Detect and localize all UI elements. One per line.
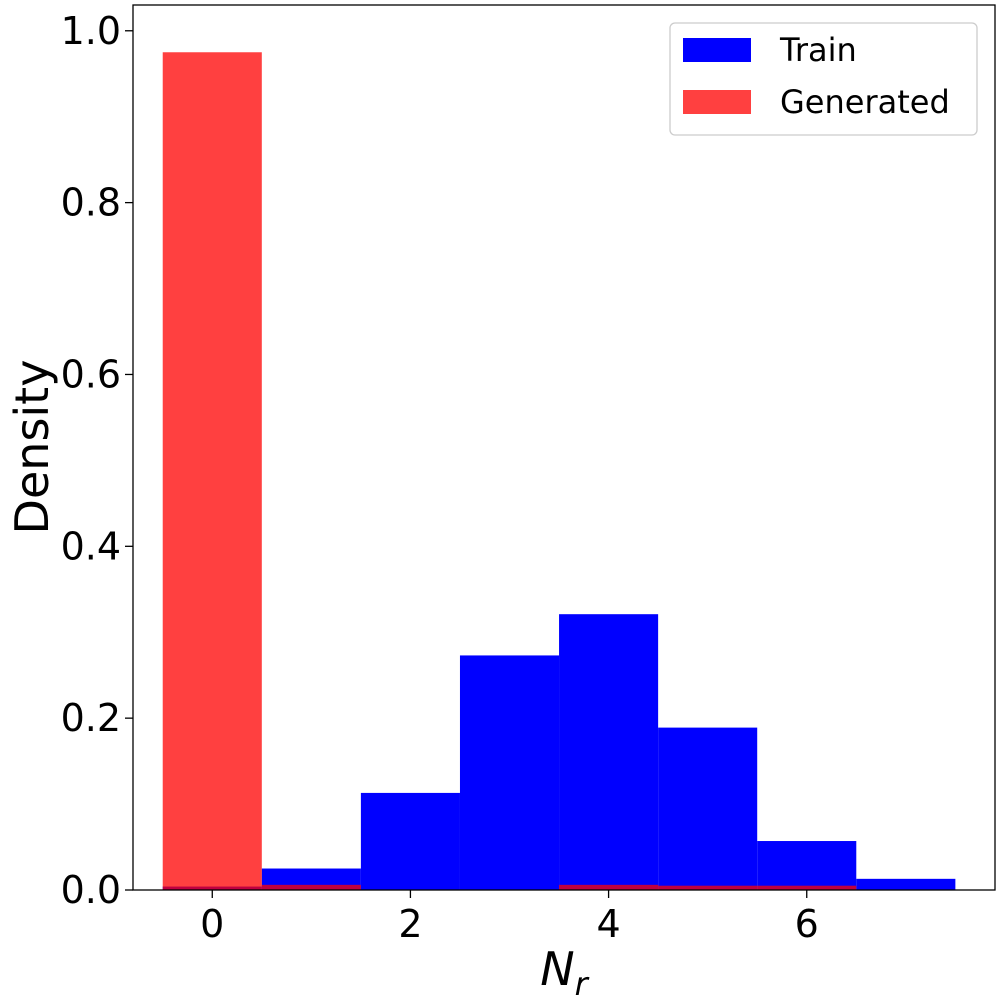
- y-tick-label: 0.6: [61, 352, 121, 396]
- x-axis-ticks: 0 2 4 6: [200, 890, 819, 946]
- train-bar-6: [757, 841, 857, 890]
- generated-bar-0: [162, 52, 262, 891]
- y-tick-label: 0.8: [61, 181, 121, 225]
- generated-bar-1: [261, 884, 361, 890]
- train-bar-1: [261, 868, 361, 890]
- y-tick-label: 0.2: [61, 696, 121, 740]
- train-bar-7: [856, 878, 956, 890]
- x-axis-label: Nr: [540, 942, 589, 1000]
- train-bar-3: [459, 655, 560, 890]
- y-tick-label: 1.0: [61, 9, 121, 53]
- legend-swatch-generated: [683, 90, 751, 114]
- plot-frame: [132, 4, 996, 891]
- y-tick-label: 0.0: [61, 868, 121, 912]
- y-axis-label: Density: [5, 360, 59, 535]
- generated-bars: [162, 52, 857, 891]
- legend: Train Generated: [669, 22, 978, 136]
- generated-bar-4: [559, 884, 659, 890]
- x-tick-label: 0: [200, 902, 224, 946]
- legend-swatch-train: [683, 38, 751, 62]
- x-tick-label: 4: [596, 902, 620, 946]
- x-tick-label: 6: [795, 902, 819, 946]
- legend-label-generated: Generated: [780, 83, 950, 121]
- y-axis-ticks: 0.0 0.2 0.4 0.6 0.8 1.0: [61, 9, 133, 912]
- legend-label-train: Train: [779, 31, 857, 69]
- train-bar-4: [559, 614, 659, 890]
- train-bars: [162, 614, 956, 890]
- generated-bar-5: [658, 885, 758, 890]
- y-tick-label: 0.4: [61, 524, 121, 568]
- x-tick-label: 2: [398, 902, 422, 946]
- train-bar-5: [658, 727, 758, 890]
- generated-bar-6: [757, 885, 857, 890]
- train-bar-2: [360, 792, 460, 890]
